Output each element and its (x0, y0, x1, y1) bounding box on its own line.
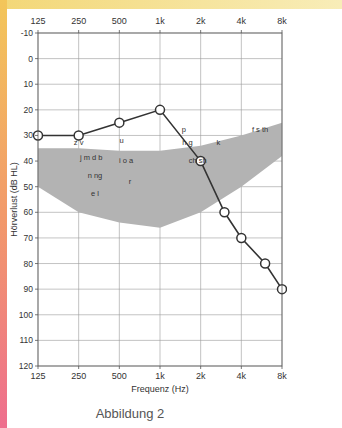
speech-area (38, 123, 282, 228)
y-tick (35, 161, 38, 162)
speech-sound: h g (182, 138, 192, 147)
y-tick-label: 30 (24, 130, 34, 140)
speech-sound: z v (74, 138, 84, 147)
x-tick-label-top: 1k (155, 16, 165, 26)
x-tick-label: 250 (71, 371, 86, 381)
y-tick-label: 120 (19, 361, 33, 371)
speech-sound: f s th (252, 125, 268, 134)
speech-sound: u (120, 136, 124, 145)
y-tick-label: 100 (19, 310, 33, 320)
y-tick-label: 110 (19, 335, 33, 345)
x-tick (119, 366, 120, 369)
caption: Abbildung 2 (96, 406, 165, 421)
speech-sound: r (129, 177, 132, 186)
y-tick (35, 263, 38, 264)
x-tick-top (78, 30, 79, 33)
speech-sound: ch sh (189, 156, 207, 165)
y-tick (35, 212, 38, 213)
y-tick (35, 186, 38, 187)
y-tick-label: 70 (24, 233, 34, 243)
y-tick (35, 366, 38, 367)
x-tick-top (38, 30, 39, 33)
y-axis-title: Hörverlust (dB HL) (9, 162, 19, 237)
x-tick (241, 366, 242, 369)
x-tick (200, 366, 201, 369)
y-tick-label: -10 (21, 28, 34, 38)
x-tick-label: 8k (277, 371, 287, 381)
x-tick-label-top: 500 (112, 16, 127, 26)
y-tick (35, 33, 38, 34)
x-tick-label-top: 8k (277, 16, 287, 26)
y-tick-label: 50 (24, 182, 34, 192)
x-tick (38, 366, 39, 369)
grid-line-x (241, 33, 242, 366)
x-tick-top (241, 30, 242, 33)
data-point (261, 259, 270, 268)
y-tick-label: 40 (24, 156, 34, 166)
x-tick-label: 2k (196, 371, 206, 381)
plot-background (38, 33, 282, 366)
x-tick-top (200, 30, 201, 33)
data-point (115, 118, 124, 127)
y-tick (35, 314, 38, 315)
x-tick-top (282, 30, 283, 33)
plot-area (34, 105, 287, 293)
chart: z v j m d b n ng e l u i o a r p h g ch sh k f s th… (0, 0, 342, 428)
y-tick (35, 135, 38, 136)
x-tick-top (119, 30, 120, 33)
speech-sound: j m d b (79, 153, 103, 162)
x-tick-label-top: 4k (237, 16, 247, 26)
x-tick-label-top: 125 (30, 16, 45, 26)
side-border (0, 0, 7, 428)
y-tick (35, 340, 38, 341)
y-tick-label: 10 (24, 79, 34, 89)
x-tick (78, 366, 79, 369)
x-tick (160, 366, 161, 369)
y-tick-label: 60 (24, 207, 34, 217)
y-tick (35, 109, 38, 110)
data-point (237, 233, 246, 242)
plot-frame (38, 33, 282, 366)
x-tick (282, 366, 283, 369)
x-tick-label: 1k (155, 371, 165, 381)
x-tick-label: 500 (112, 371, 127, 381)
speech-sound: e l (91, 189, 99, 198)
y-tick-label: 20 (24, 105, 34, 115)
top-border (0, 0, 342, 9)
speech-sound: p (182, 125, 186, 134)
audiogram-line (38, 110, 282, 289)
speech-sound: i o a (119, 156, 134, 165)
y-tick (35, 58, 38, 59)
data-point (156, 105, 165, 114)
y-tick-label: 80 (24, 259, 34, 269)
data-point (220, 208, 229, 217)
speech-sound: k (216, 138, 220, 147)
y-tick-label: 0 (28, 54, 33, 64)
x-tick-label-top: 250 (71, 16, 86, 26)
speech-sound: n ng (88, 171, 103, 180)
x-tick-label: 4k (237, 371, 247, 381)
x-tick-label-top: 2k (196, 16, 206, 26)
y-tick (35, 289, 38, 290)
x-tick-top (160, 30, 161, 33)
y-tick-label: 90 (24, 284, 34, 294)
y-tick (35, 237, 38, 238)
x-axis-title: Frequenz (Hz) (131, 384, 189, 394)
x-tick-label: 125 (30, 371, 45, 381)
y-tick (35, 84, 38, 85)
